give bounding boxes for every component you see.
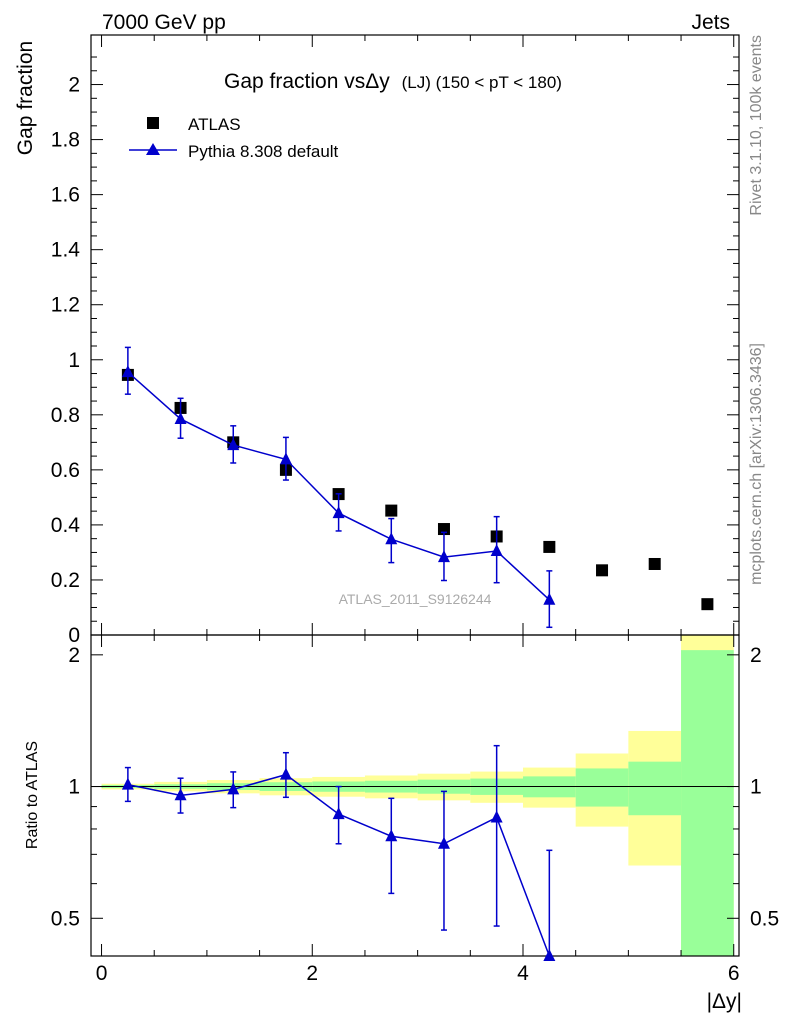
pythia-ratio-point — [121, 777, 134, 790]
atlas-point — [701, 598, 714, 611]
pythia-main-line — [127, 371, 550, 601]
analysis-watermark: ATLAS_2011_S9126244 — [339, 591, 492, 607]
pythia-ratio-point — [279, 767, 292, 780]
main-ylabel: Gap fraction — [14, 41, 37, 155]
y-tick-label: 0.8 — [51, 404, 80, 427]
x-tick-label: 6 — [728, 962, 740, 985]
pythia-main-point — [437, 550, 450, 563]
pythia-ratio-point — [385, 829, 398, 842]
y-tick-label: 0.4 — [51, 514, 81, 537]
ratio-uncertainty-bands — [101, 635, 734, 956]
band-green — [575, 768, 629, 807]
axes-layer: 0 2 4 600.20.40.60.811.21.41.61.820.5 0.51 12… — [51, 34, 779, 985]
y-tick-label: 1.2 — [51, 294, 80, 317]
y-tick-label: 1.6 — [51, 184, 80, 207]
pythia-main-point — [543, 592, 556, 605]
x-tick-label: 2 — [306, 962, 318, 985]
pythia-main-point — [279, 452, 292, 465]
chart-title: Gap fraction vsΔy (LJ) (150 < pT < 180) — [224, 70, 562, 93]
legend-pythia-label: Pythia 8.308 default — [188, 142, 339, 161]
ratio-y-tick-label-right: 2 — [750, 644, 762, 667]
pythia-ratio-point — [227, 782, 240, 795]
mcplots-label: mcplots.cern.ch [arXiv:1306.3436] — [748, 343, 765, 585]
data-layer — [121, 346, 714, 961]
pythia-main-point — [385, 532, 398, 545]
pythia-ratio-point — [437, 836, 450, 849]
ratio-ylabel: Ratio to ATLAS — [24, 741, 41, 849]
ratio-y-tick-label-right: 1 — [750, 776, 762, 799]
y-tick-label: 0.6 — [51, 459, 80, 482]
atlas-point — [385, 504, 398, 517]
energy-label: 7000 GeV pp — [102, 11, 226, 34]
x-tick-label: 4 — [517, 962, 529, 985]
atlas-point — [543, 540, 556, 553]
pythia-main-point — [490, 544, 503, 557]
pythia-ratio-point — [490, 810, 503, 823]
band-green — [628, 761, 682, 816]
pythia-ratio-point — [543, 949, 556, 961]
pythia-main-point — [332, 506, 345, 519]
pythia-main-point — [227, 438, 240, 451]
y-tick-label: 0 — [68, 624, 80, 647]
y-tick-label: 1 — [68, 349, 80, 372]
pythia-main-point — [121, 365, 134, 378]
y-tick-label: 2 — [68, 74, 80, 97]
pythia-ratio-point — [174, 788, 187, 801]
ratio-frame — [90, 634, 740, 957]
legend: ATLAS Pythia 8.308 default — [129, 115, 339, 161]
legend-atlas-marker — [147, 117, 159, 129]
pythia-main-point — [174, 411, 187, 424]
y-tick-label: 1.4 — [51, 239, 81, 262]
x-tick-label: 0 — [96, 962, 108, 985]
chart-title-extra: (LJ) (150 < pT < 180) — [402, 73, 562, 92]
ratio-y-tick-label: 1 — [68, 776, 80, 799]
ratio-y-tick-label-right: 0.5 — [750, 907, 779, 930]
atlas-point — [596, 564, 609, 577]
legend-atlas-label: ATLAS — [188, 115, 241, 134]
pythia-ratio-point — [332, 807, 345, 820]
rivet-label: Rivet 3.1.10, 100k events — [748, 35, 765, 216]
chart-title-main: Gap fraction vsΔy — [224, 70, 390, 93]
y-tick-label: 1.8 — [51, 129, 80, 152]
y-tick-label: 0.2 — [51, 569, 80, 592]
legend-pythia-marker — [146, 143, 160, 155]
band-green — [681, 650, 734, 956]
atlas-point — [648, 557, 661, 570]
ratio-y-tick-label: 0.5 — [51, 907, 80, 930]
xlabel: |Δy| — [707, 990, 742, 1013]
process-label: Jets — [691, 11, 730, 34]
ratio-y-tick-label: 2 — [68, 644, 80, 667]
